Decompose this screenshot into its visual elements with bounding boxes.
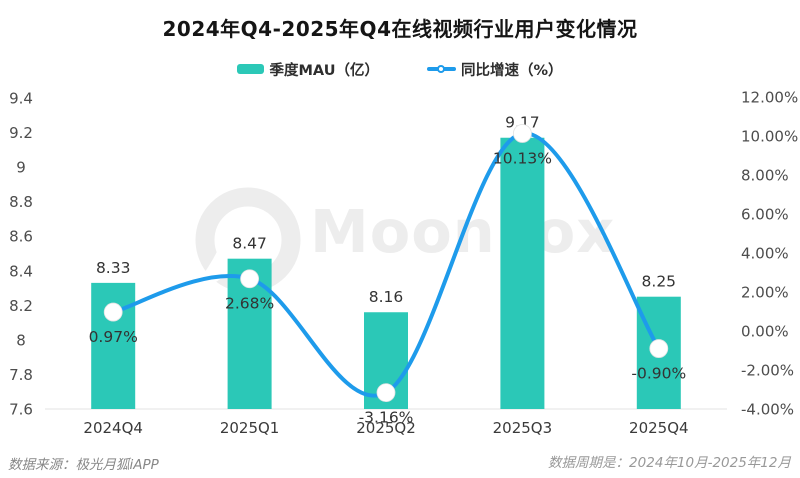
y-axis-left-tick: 8 [16,331,26,349]
data-period-note: 数据周期是：2024年10月-2025年12月 [548,455,791,471]
data-source-note: 数据来源：极光月狐iAPP [8,457,159,473]
y-axis-left-tick: 8.8 [9,193,33,211]
x-axis-label-2025Q1: 2025Q1 [220,419,280,437]
legend: 季度MAU（亿） 同比增速（%） [0,58,800,80]
y-axis-left-tick: 9.2 [9,124,33,142]
growth-marker-2025Q3 [513,124,532,143]
growth-line [111,131,661,398]
y-axis-right-tick: 10.00% [741,128,798,146]
bar-value-label-2025Q1: 8.47 [232,235,267,253]
y-axis-right-tick: -4.00% [741,401,794,419]
y-axis-right-tick: -2.00% [741,362,794,380]
y-axis-left-tick: 7.8 [9,366,33,384]
y-axis-right-tick: 0.00% [741,323,789,341]
line-legend-swatch-icon [426,65,456,73]
y-axis-left-tick: 9 [16,159,26,177]
bar-value-label-2024Q4: 8.33 [96,259,131,277]
x-axis-label-2024Q4: 2024Q4 [83,419,143,437]
legend-label-mau: 季度MAU（亿） [269,62,379,79]
growth-value-label-2025Q1: 2.68% [225,295,274,313]
y-axis-right-tick: 8.00% [741,167,789,185]
legend-item-growth: 同比增速（%） [426,59,563,80]
legend-item-mau: 季度MAU（亿） [237,59,379,80]
line-marker-dot-icon [437,65,446,73]
x-axis-label-2025Q3: 2025Q3 [493,419,553,437]
bar-legend-swatch-icon [237,64,265,74]
bar-value-label-2025Q3: 9.17 [505,114,540,132]
mau-bar-2025Q3 [500,137,545,409]
growth-marker-2024Q4 [103,302,123,322]
y-axis-right-tick: 2.00% [741,284,789,302]
growth-value-label-2025Q3: 10.13% [493,149,552,167]
y-axis-left-tick: 8.4 [9,262,33,280]
legend-label-growth: 同比增速（%） [460,62,563,79]
growth-marker-2025Q2 [376,383,396,403]
bar-value-label-2025Q4: 8.25 [642,273,677,291]
growth-value-label-2025Q4: -0.90% [631,365,686,383]
x-axis-label-2025Q4: 2025Q4 [629,419,689,437]
growth-marker-2025Q4 [649,339,669,358]
y-axis-right-tick: 12.00% [741,89,798,107]
y-axis-right-tick: 6.00% [741,206,789,224]
y-axis-left-tick: 7.6 [9,401,33,419]
growth-value-label-2025Q2: -3.16% [359,409,414,427]
bar-value-label-2025Q2: 8.16 [369,288,404,306]
growth-marker-2025Q1 [240,269,260,289]
y-axis-right-tick: 4.00% [741,245,789,263]
y-axis-left-tick: 9.4 [9,90,33,108]
growth-value-label-2024Q4: 0.97% [89,328,138,346]
y-axis-left-tick: 8.6 [9,228,33,246]
y-axis-left-tick: 8.2 [9,297,33,315]
chart-title: 2024年Q4-2025年Q4在线视频行业用户变化情况 [162,17,638,41]
x-axis-label-2025Q2: 2025Q2 [356,419,416,437]
